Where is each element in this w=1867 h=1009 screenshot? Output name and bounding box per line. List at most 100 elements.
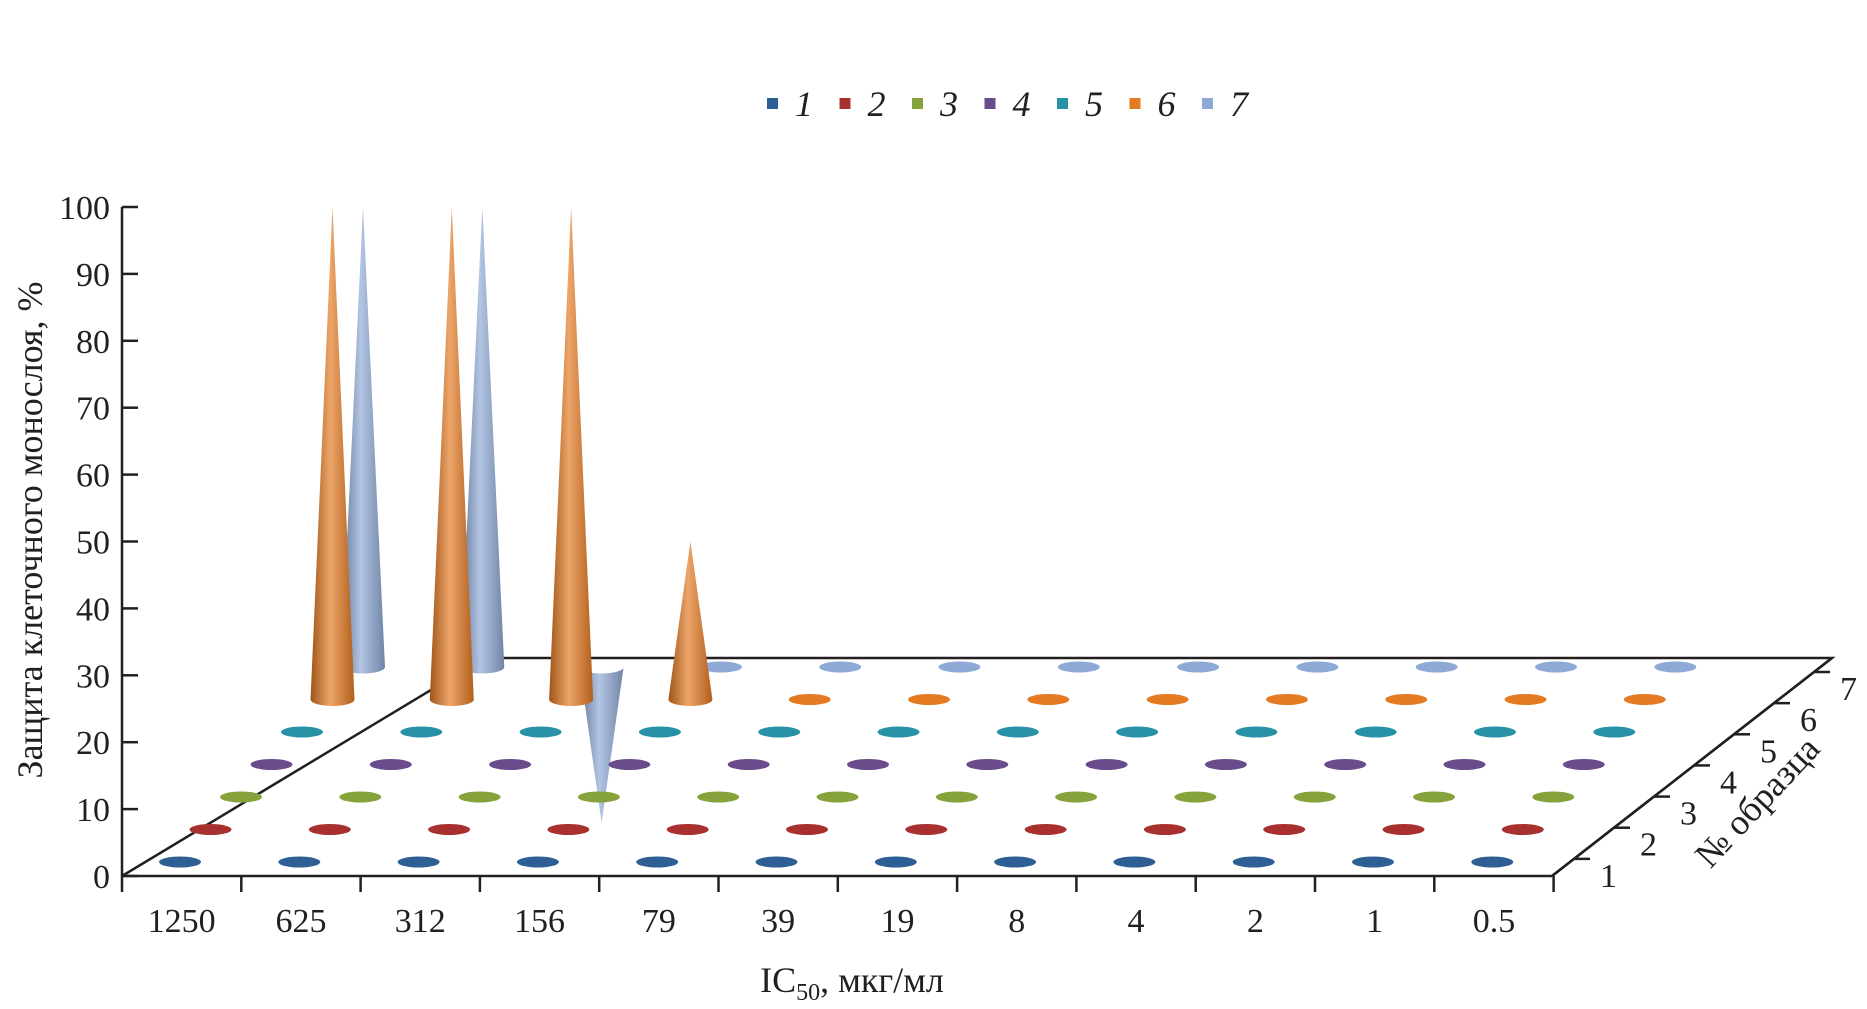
x-tick-label: 625 bbox=[275, 903, 326, 940]
floor-disc-series-2 bbox=[189, 824, 232, 835]
cone-body bbox=[549, 207, 594, 706]
cone-body bbox=[668, 541, 713, 706]
floor-disc-series-6 bbox=[1146, 694, 1189, 705]
floor-disc-series-1 bbox=[755, 856, 798, 868]
floor-disc-series-5 bbox=[877, 726, 920, 738]
depth-tick-label: 6 bbox=[1800, 702, 1817, 739]
floor-disc-series-4 bbox=[489, 759, 532, 770]
floor-disc-series-6 bbox=[1027, 694, 1070, 705]
x-axis-title-unit: , мкг/мл bbox=[820, 960, 944, 1000]
floor-disc-series-4 bbox=[727, 759, 770, 770]
floor-disc-series-5 bbox=[400, 726, 443, 738]
y-tick-label: 90 bbox=[76, 257, 110, 294]
floor-disc-series-4 bbox=[1085, 759, 1128, 770]
floor-disc-series-2 bbox=[666, 824, 709, 835]
floor-disc-series-1 bbox=[397, 856, 440, 868]
floor-disc-series-5 bbox=[1235, 726, 1278, 738]
legend-swatch-5 bbox=[1057, 98, 1068, 109]
y-tick-label: 80 bbox=[76, 324, 110, 361]
y-tick-label: 40 bbox=[76, 591, 110, 628]
floor-disc-series-6 bbox=[1504, 694, 1547, 705]
floor-disc-series-6 bbox=[1623, 694, 1666, 705]
floor-disc-series-5 bbox=[1116, 726, 1159, 738]
floor-disc-series-7 bbox=[1057, 661, 1100, 673]
x-tick-label: 39 bbox=[761, 903, 795, 940]
labels-layer: Защита клеточного монослоя, %IC50, мкг/м… bbox=[10, 282, 1827, 1006]
floor-disc-series-5 bbox=[281, 726, 323, 738]
floor-disc-series-5 bbox=[1593, 726, 1636, 738]
cone-body bbox=[429, 207, 474, 706]
legend-label-4: 4 bbox=[1013, 84, 1031, 124]
floor-disc-series-5 bbox=[519, 726, 562, 738]
x-tick-label: 156 bbox=[514, 903, 565, 940]
x-tick-label: 2 bbox=[1247, 903, 1264, 940]
y-tick-label: 0 bbox=[93, 859, 110, 896]
x-tick-label: 1 bbox=[1366, 903, 1383, 940]
x-tick-label: 4 bbox=[1128, 903, 1145, 940]
y-tick-label: 10 bbox=[76, 792, 110, 829]
depth-tick-label: 4 bbox=[1720, 764, 1737, 801]
x-tick-label: 79 bbox=[642, 903, 676, 940]
floor-disc-series-7 bbox=[1535, 661, 1577, 673]
floor-disc-series-3 bbox=[1055, 791, 1098, 803]
floor-disc-series-7 bbox=[1415, 661, 1458, 673]
floor-disc-series-1 bbox=[1232, 856, 1275, 868]
floor-disc-series-7 bbox=[1654, 661, 1697, 673]
floor-disc-series-4 bbox=[1443, 759, 1486, 770]
floor-disc-series-1 bbox=[159, 856, 201, 868]
cone-series-7-625 bbox=[460, 207, 505, 674]
floor-disc-series-2 bbox=[1263, 824, 1306, 835]
floor-disc-series-7 bbox=[1177, 661, 1220, 673]
floor-disc-series-4 bbox=[1324, 759, 1367, 770]
legend-swatch-1 bbox=[767, 98, 778, 109]
floor-disc-series-3 bbox=[816, 791, 859, 803]
cone-body bbox=[310, 207, 355, 706]
depth-tick-label: 2 bbox=[1640, 827, 1657, 864]
cone-series-7-312 bbox=[579, 667, 624, 823]
y-tick-label: 50 bbox=[76, 525, 110, 562]
cone-body bbox=[460, 207, 505, 674]
y-tick-label: 100 bbox=[59, 190, 110, 227]
x-axis-title: IC50, мкг/мл bbox=[760, 960, 944, 1004]
floor-disc-series-5 bbox=[758, 726, 801, 738]
floor-disc-series-4 bbox=[847, 759, 889, 770]
depth-tick-label: 1 bbox=[1600, 858, 1617, 895]
legend-swatch-6 bbox=[1129, 98, 1141, 109]
legend-swatch-2 bbox=[839, 98, 851, 109]
floor-disc-series-1 bbox=[278, 856, 321, 868]
floor-disc-series-3 bbox=[697, 791, 740, 803]
floor-disc-series-7 bbox=[938, 661, 981, 673]
cone-body bbox=[341, 207, 385, 674]
floor-disc-series-5 bbox=[1474, 726, 1516, 738]
legend-label-7: 7 bbox=[1230, 84, 1250, 124]
legend-swatch-4 bbox=[984, 98, 996, 109]
floor-disc-series-4 bbox=[1562, 759, 1605, 770]
floor-disc-series-3 bbox=[1413, 791, 1455, 803]
cone-series-6-156 bbox=[668, 541, 713, 706]
legend: 1 2 3 4 5 6 7 bbox=[767, 84, 1250, 124]
marks-layer bbox=[159, 207, 1697, 868]
x-tick-label: 8 bbox=[1008, 903, 1025, 940]
floor-disc-series-1 bbox=[1352, 856, 1394, 868]
floor-disc-series-3 bbox=[458, 791, 501, 803]
floor-disc-series-2 bbox=[786, 824, 828, 835]
x-axis-title-main: IC bbox=[760, 960, 796, 1000]
floor-disc-series-1 bbox=[636, 856, 679, 868]
floor-disc-series-3 bbox=[1293, 791, 1336, 803]
y-tick-label: 70 bbox=[76, 391, 110, 428]
floor-disc-series-1 bbox=[874, 856, 917, 868]
floor-disc-series-2 bbox=[1382, 824, 1425, 835]
legend-label-3: 3 bbox=[939, 84, 958, 124]
floor-disc-series-2 bbox=[1143, 824, 1186, 835]
x-axis-title-subscript: 50 bbox=[796, 980, 820, 1004]
floor-disc-series-7 bbox=[699, 661, 742, 673]
floor-disc-series-5 bbox=[638, 726, 681, 738]
legend-label-5: 5 bbox=[1085, 84, 1103, 124]
floor-disc-series-3 bbox=[1532, 791, 1575, 803]
floor-disc-series-3 bbox=[935, 791, 978, 803]
depth-tick-label: 5 bbox=[1760, 733, 1777, 770]
floor-disc-series-2 bbox=[905, 824, 948, 835]
